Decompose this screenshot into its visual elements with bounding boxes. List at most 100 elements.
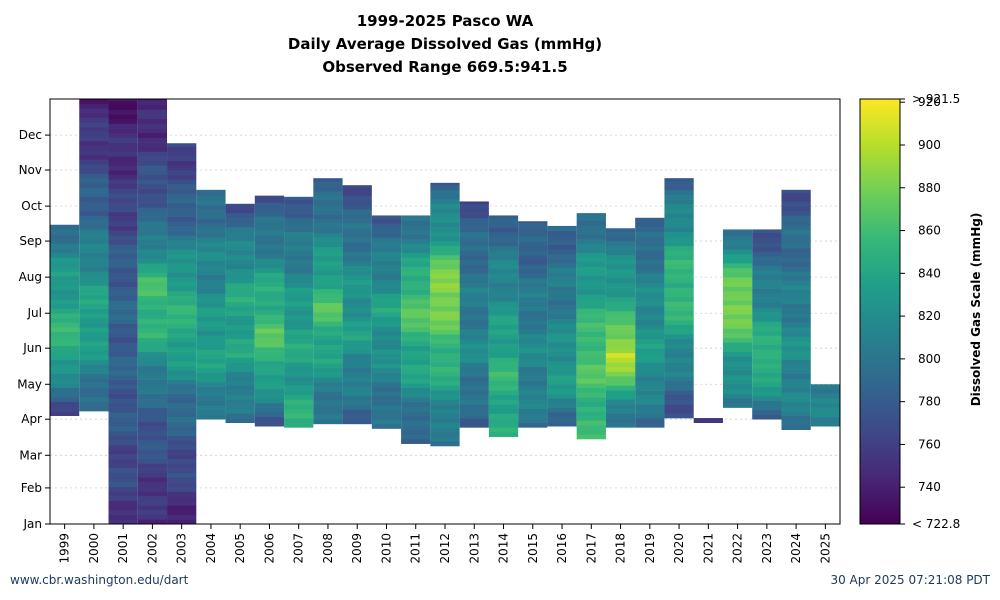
heatmap-cell — [137, 239, 168, 245]
y-tick-label-jul: Jul — [27, 306, 42, 320]
heatmap-cell — [664, 185, 694, 191]
heatmap-cell — [635, 371, 665, 377]
heatmap-cell — [605, 269, 636, 274]
heatmap-cell — [108, 374, 138, 380]
heatmap-cell — [167, 500, 197, 506]
heatmap-cell — [108, 207, 138, 213]
heatmap-cell — [664, 269, 694, 274]
heatmap-cell — [576, 373, 606, 379]
heatmap-cell — [108, 272, 138, 278]
heatmap-cell — [576, 229, 606, 235]
heatmap-cell — [196, 405, 226, 411]
heatmap-cell — [342, 307, 372, 313]
heatmap-cell — [167, 412, 197, 418]
heatmap-cell — [371, 260, 402, 266]
heatmap-cell — [313, 409, 343, 415]
heatmap-cell — [167, 360, 197, 366]
heatmap-cell — [342, 185, 372, 187]
heatmap-cell — [167, 244, 197, 250]
heatmap-cell — [371, 372, 402, 378]
heatmap-cell — [196, 302, 226, 308]
heatmap-cell — [722, 309, 753, 315]
heatmap-cells — [50, 99, 840, 525]
heatmap-cell — [635, 236, 665, 242]
heatmap-cell — [50, 303, 80, 309]
heatmap-cell — [635, 362, 665, 368]
heatmap-cell — [459, 264, 489, 270]
heatmap-cell — [79, 159, 109, 165]
heatmap-cell — [488, 273, 519, 279]
heatmap-cell — [108, 393, 138, 399]
heatmap-cell — [50, 234, 80, 240]
year-column-2016 — [547, 225, 577, 427]
heatmap-cell — [167, 216, 197, 222]
heatmap-cell — [547, 421, 577, 427]
heatmap-cell — [722, 333, 753, 338]
heatmap-cell — [488, 282, 519, 288]
heatmap-cell — [752, 242, 782, 248]
heatmap-cell — [342, 302, 372, 308]
footer-source-link[interactable]: www.cbr.washington.edu/dart — [10, 573, 189, 587]
heatmap-cell — [342, 340, 372, 345]
heatmap-cell — [459, 203, 489, 209]
heatmap-cell — [167, 370, 197, 376]
heatmap-cell — [342, 381, 372, 387]
heatmap-cell — [79, 308, 109, 314]
heatmap-cell — [137, 123, 168, 129]
heatmap-cell — [752, 321, 782, 327]
heatmap-cell — [196, 326, 226, 332]
heatmap-cell — [635, 245, 665, 251]
heatmap-cell — [752, 284, 782, 290]
colorbar-tick-label-820: 820 — [918, 309, 941, 323]
heatmap-cell — [79, 215, 109, 221]
heatmap-cell — [722, 267, 753, 273]
heatmap-cell — [79, 327, 109, 333]
heatmap-cell — [167, 328, 197, 334]
heatmap-cell — [254, 421, 285, 427]
year-column-2011 — [401, 215, 431, 444]
heatmap-cell — [137, 156, 168, 162]
heatmap-cell — [167, 384, 197, 390]
heatmap-cell — [576, 262, 606, 267]
heatmap-cell — [167, 491, 197, 497]
heatmap-cell — [752, 232, 782, 238]
heatmap-cell — [459, 394, 489, 400]
heatmap-cell — [605, 228, 636, 233]
heatmap-cell — [401, 434, 431, 440]
heatmap-cell — [313, 358, 343, 364]
heatmap-cell — [576, 257, 606, 263]
heatmap-cell — [576, 213, 606, 216]
heatmap-cell — [313, 209, 343, 215]
heatmap-cell — [722, 230, 753, 236]
heatmap-cell — [635, 357, 665, 363]
heatmap-cell — [108, 435, 138, 441]
heatmap-cell — [342, 218, 372, 224]
heatmap-cell — [79, 248, 109, 253]
heatmap-cell — [781, 206, 811, 212]
heatmap-cell — [430, 315, 460, 321]
heatmap-cell — [605, 422, 636, 428]
heatmap-cell — [137, 309, 168, 315]
heatmap-cell — [108, 454, 138, 460]
heatmap-cell — [108, 291, 138, 297]
heatmap-cell — [371, 246, 402, 252]
heatmap-cell — [430, 422, 460, 428]
heatmap-cell — [167, 174, 197, 180]
heatmap-cell — [459, 273, 489, 279]
colorbar-tick-label-840: 840 — [918, 266, 941, 280]
heatmap-cell — [137, 360, 168, 366]
heatmap-cell — [401, 215, 431, 221]
heatmap-cell — [401, 336, 431, 342]
heatmap-cell — [167, 258, 197, 264]
heatmap-cell — [664, 178, 694, 181]
heatmap-cell — [722, 347, 753, 352]
heatmap-cell — [108, 510, 138, 515]
heatmap-cell — [284, 287, 314, 293]
heatmap-cell — [371, 270, 402, 276]
heatmap-cell — [79, 373, 109, 379]
heatmap-cell — [371, 386, 402, 392]
heatmap-cell — [79, 364, 109, 370]
heatmap-cell — [781, 192, 811, 198]
heatmap-cell — [108, 146, 138, 152]
heatmap-cell — [108, 193, 138, 199]
